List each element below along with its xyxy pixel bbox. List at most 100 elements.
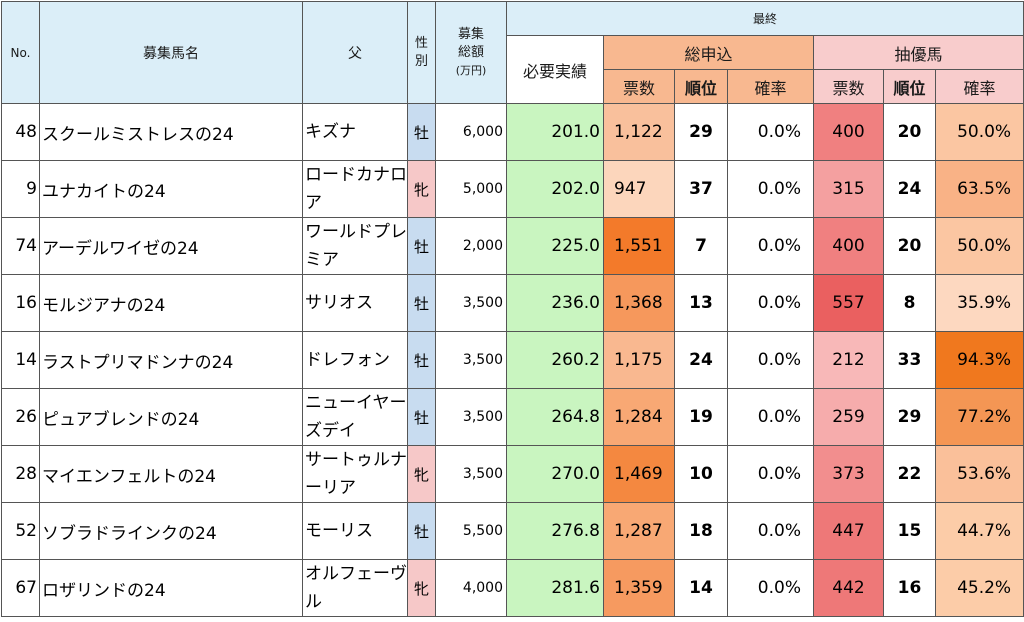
cell-total-rank: 37 — [674, 160, 728, 218]
cell-total-rate: 0.0% — [727, 559, 814, 617]
header-amount-line1: 募集 — [457, 26, 484, 42]
cell-required: 281.6 — [506, 559, 604, 617]
cell-lottery-rank: 16 — [883, 559, 936, 617]
cell-no: 14 — [1, 331, 40, 389]
cell-total-votes: 1,469 — [603, 445, 675, 503]
header-sex-line2: 別 — [414, 53, 428, 69]
cell-no: 67 — [1, 559, 40, 617]
cell-total-votes: 1,175 — [603, 331, 675, 389]
cell-required: 201.0 — [506, 103, 604, 161]
cell-sire: ロードカナロア — [302, 160, 408, 218]
cell-required: 276.8 — [506, 502, 604, 560]
cell-total-rank: 18 — [674, 502, 728, 560]
cell-horse-name: ソブラドラインクの24 — [39, 502, 303, 560]
header-required: 必要実績 — [506, 35, 604, 104]
cell-required: 225.0 — [506, 217, 604, 275]
cell-total-rate: 0.0% — [727, 274, 814, 332]
cell-total-rate: 0.0% — [727, 445, 814, 503]
header-no: No. — [1, 1, 40, 104]
table-row: 9 ユナカイトの24 ロードカナロア牝 5,000 202.0 947 37 0.0% 315 2… — [1, 160, 1024, 218]
cell-total-votes: 947 — [603, 160, 675, 218]
cell-lottery-rate: 63.5% — [934, 160, 1024, 218]
cell-total-votes: 1,359 — [603, 559, 675, 617]
cell-required: 202.0 — [506, 160, 604, 218]
header-lottery: 抽優馬 — [812, 35, 1024, 70]
header-total: 総申込 — [603, 35, 814, 70]
header-sex-line1: 性 — [414, 35, 428, 51]
cell-sex: 牝 — [407, 445, 436, 503]
cell-amount: 2,000 — [435, 217, 507, 275]
cell-total-votes: 1,122 — [603, 103, 675, 161]
cell-no: 9 — [1, 160, 40, 218]
cell-sex: 牝 — [407, 559, 436, 617]
cell-lottery-rank: 29 — [883, 388, 936, 446]
cell-amount: 3,500 — [435, 331, 507, 389]
cell-sire: サリオス — [302, 274, 408, 332]
header-total-rate: 確率 — [727, 69, 814, 104]
header-total-votes: 票数 — [603, 69, 675, 104]
cell-no: 48 — [1, 103, 40, 161]
header-name: 募集馬名 — [39, 1, 303, 104]
cell-amount: 5,000 — [435, 160, 507, 218]
cell-required: 270.0 — [506, 445, 604, 503]
table-row: 52 ソブラドラインクの24 モーリス牡 5,500 276.8 1,287 18 0.0% 4… — [1, 502, 1024, 560]
cell-sire: ドレフォン — [302, 331, 408, 389]
cell-lottery-votes: 315 — [813, 160, 884, 218]
cell-total-rank: 7 — [674, 217, 728, 275]
table-row: 28 マイエンフェルトの24 サートゥルナーリア牝 3,500 270.0 1,469 10… — [1, 445, 1024, 503]
cell-horse-name: ユナカイトの24 — [39, 160, 303, 218]
cell-lottery-votes: 400 — [813, 103, 884, 161]
cell-sire: ニューイヤーズデイ — [302, 388, 408, 446]
cell-lottery-rate: 44.7% — [934, 502, 1024, 560]
cell-sire: キズナ — [302, 103, 408, 161]
cell-lottery-rate: 45.2% — [934, 559, 1024, 617]
cell-horse-name: モルジアナの24 — [39, 274, 303, 332]
cell-total-votes: 1,551 — [603, 217, 675, 275]
cell-lottery-votes: 442 — [813, 559, 884, 617]
header-amount-line2: 総額 — [457, 44, 484, 60]
cell-lottery-rank: 20 — [883, 217, 936, 275]
table-row: 74 アーデルワイゼの24 ワールドプレミア牡 2,000 225.0 1,551 7 0.0… — [1, 217, 1024, 275]
cell-horse-name: ロザリンドの24 — [39, 559, 303, 617]
cell-total-rank: 29 — [674, 103, 728, 161]
header-lottery-rank: 順位 — [883, 69, 936, 104]
cell-lottery-rate: 53.6% — [934, 445, 1024, 503]
header-amount: 募集 総額 (万円) — [435, 1, 507, 104]
cell-total-rank: 14 — [674, 559, 728, 617]
cell-lottery-votes: 400 — [813, 217, 884, 275]
cell-total-rank: 13 — [674, 274, 728, 332]
cell-total-rate: 0.0% — [727, 217, 814, 275]
cell-horse-name: ラストプリマドンナの24 — [39, 331, 303, 389]
cell-lottery-rate: 77.2% — [934, 388, 1024, 446]
cell-horse-name: アーデルワイゼの24 — [39, 217, 303, 275]
cell-lottery-rank: 15 — [883, 502, 936, 560]
table-row: 67 ロザリンドの24 オルフェーヴル牝 4,000 281.6 1,359 14 0.0% 4… — [1, 559, 1024, 617]
cell-total-rate: 0.0% — [727, 103, 814, 161]
cell-total-votes: 1,284 — [603, 388, 675, 446]
table-row: 14 ラストプリマドンナの24 ドレフォン牡 3,500 260.2 1,175 24 0.0… — [1, 331, 1024, 389]
cell-sex: 牝 — [407, 160, 436, 218]
table-header: No. 募集馬名 父 性 別 募集 総額 (万円) 最終 必要実績 総申込 抽優… — [1, 1, 1024, 104]
cell-sex: 牡 — [407, 274, 436, 332]
cell-sex: 牡 — [407, 103, 436, 161]
header-final: 最終 — [505, 1, 1024, 36]
table-row: 16 モルジアナの24 サリオス牡 3,500 236.0 1,368 13 0.0% 557 8… — [1, 274, 1024, 332]
cell-no: 26 — [1, 388, 40, 446]
cell-total-votes: 1,287 — [603, 502, 675, 560]
header-amount-unit: (万円) — [455, 63, 487, 77]
cell-amount: 3,500 — [435, 388, 507, 446]
cell-total-rate: 0.0% — [727, 388, 814, 446]
cell-no: 16 — [1, 274, 40, 332]
cell-lottery-votes: 447 — [813, 502, 884, 560]
cell-lottery-rank: 20 — [883, 103, 936, 161]
header-sex: 性 別 — [407, 1, 436, 104]
cell-no: 28 — [1, 445, 40, 503]
cell-horse-name: スクールミストレスの24 — [39, 103, 303, 161]
cell-amount: 4,000 — [435, 559, 507, 617]
cell-total-rate: 0.0% — [727, 331, 814, 389]
cell-total-rank: 10 — [674, 445, 728, 503]
cell-sex: 牡 — [407, 502, 436, 560]
header-sire: 父 — [302, 1, 408, 104]
cell-amount: 3,500 — [435, 274, 507, 332]
